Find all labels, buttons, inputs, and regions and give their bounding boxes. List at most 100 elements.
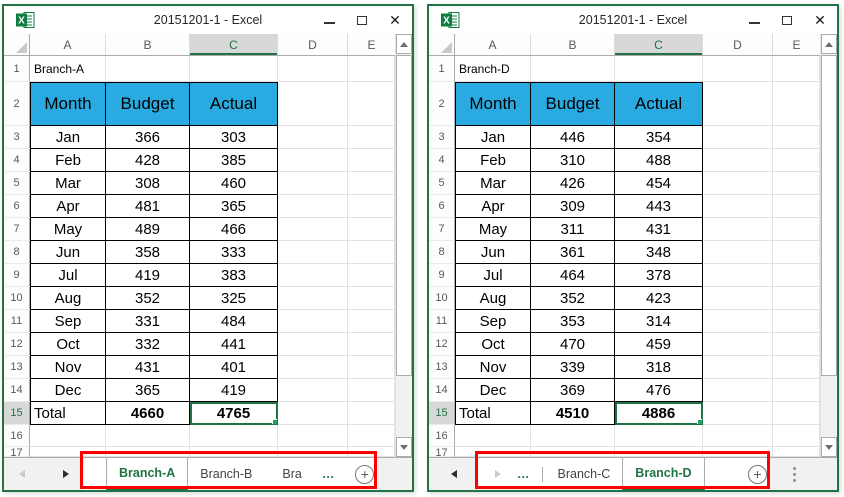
cell-actual[interactable]: 318 [615,356,703,379]
cell-actual[interactable]: 443 [615,195,703,218]
cell-empty[interactable] [531,425,615,447]
row-header[interactable]: 17 [4,447,30,457]
cell-month[interactable]: Dec [30,379,106,402]
cell-budget[interactable]: 331 [106,310,190,333]
cell-empty[interactable] [348,333,395,356]
table-header-cell[interactable]: Budget [106,82,190,126]
cell-budget[interactable]: 470 [531,333,615,356]
cell-empty[interactable] [703,425,773,447]
cell-empty[interactable] [615,447,703,457]
cell-month[interactable]: Dec [455,379,531,402]
cell-month[interactable]: Mar [455,172,531,195]
cell-actual[interactable]: 488 [615,149,703,172]
column-header-a[interactable]: A [30,34,106,55]
cell-empty[interactable] [348,447,395,457]
vertical-scrollbar[interactable] [395,34,412,457]
cell-empty[interactable] [703,126,773,149]
table-header-cell[interactable]: Actual [615,82,703,126]
cell-empty[interactable] [348,287,395,310]
table-header-cell[interactable]: Budget [531,82,615,126]
cell-actual[interactable]: 333 [190,241,278,264]
cell-empty[interactable] [703,287,773,310]
cell-empty[interactable] [703,172,773,195]
row-header[interactable]: 3 [429,126,455,149]
cell-budget[interactable]: 481 [106,195,190,218]
cell-actual[interactable]: 378 [615,264,703,287]
cell-actual[interactable]: 431 [615,218,703,241]
cell-empty[interactable] [703,218,773,241]
row-header[interactable]: 4 [429,149,455,172]
cell-actual[interactable]: 459 [615,333,703,356]
row-header[interactable]: 17 [429,447,455,457]
cell-empty[interactable] [773,241,820,264]
cell-empty[interactable] [773,356,820,379]
cell-empty[interactable] [773,195,820,218]
cell-budget[interactable]: 366 [106,126,190,149]
column-header-b[interactable]: B [531,34,615,55]
cell-empty[interactable] [278,172,348,195]
cell-empty[interactable] [190,425,278,447]
cell-empty[interactable] [703,356,773,379]
cell-empty[interactable] [348,172,395,195]
scrollbar-thumb[interactable] [396,55,412,377]
cell-month[interactable]: Jun [30,241,106,264]
add-sheet-button[interactable]: + [748,464,767,484]
row-header[interactable]: 4 [4,149,30,172]
cell-a1-label[interactable]: Branch-D [455,56,531,82]
cell-actual[interactable]: 419 [190,379,278,402]
column-header-d[interactable]: D [703,34,773,55]
cell-empty[interactable] [703,241,773,264]
cell-budget[interactable]: 431 [106,356,190,379]
cell-empty[interactable] [348,241,395,264]
cell-month[interactable]: Nov [455,356,531,379]
cell-empty[interactable] [348,379,395,402]
cell-empty[interactable] [703,379,773,402]
cell-month[interactable]: Jan [455,126,531,149]
cell-empty[interactable] [773,82,820,126]
cell-empty[interactable] [278,447,348,457]
cell-total-budget[interactable]: 4660 [106,402,190,425]
cell-empty[interactable] [106,425,190,447]
cell-month[interactable]: Jul [455,264,531,287]
scroll-up-button[interactable] [821,34,837,54]
cell-actual[interactable]: 365 [190,195,278,218]
cell-empty[interactable] [278,264,348,287]
cell-month[interactable]: Feb [455,149,531,172]
row-header[interactable]: 3 [4,126,30,149]
row-header[interactable]: 11 [4,310,30,333]
cell-budget[interactable]: 332 [106,333,190,356]
row-header[interactable]: 5 [429,172,455,195]
cell-actual[interactable]: 476 [615,379,703,402]
column-header-e[interactable]: E [792,37,801,52]
cell-budget[interactable]: 339 [531,356,615,379]
cell-empty[interactable] [455,447,531,457]
cell-empty[interactable] [773,149,820,172]
scrollbar-thumb[interactable] [821,55,837,377]
row-header[interactable]: 6 [429,195,455,218]
scroll-down-button[interactable] [821,437,837,457]
cell-budget[interactable]: 311 [531,218,615,241]
cell-empty[interactable] [278,241,348,264]
vertical-scrollbar[interactable] [820,34,837,457]
cell-month[interactable]: Mar [30,172,106,195]
cell-a1-label[interactable]: Branch-A [30,56,106,82]
cell-empty[interactable] [190,56,278,82]
sheet-tab[interactable]: Bra [282,467,302,481]
row-header[interactable]: 7 [4,218,30,241]
column-header-c-selected[interactable]: C [615,34,703,55]
sheet-tab[interactable]: Branch-C [557,467,611,481]
cell-actual[interactable]: 314 [615,310,703,333]
cell-empty[interactable] [773,425,820,447]
cell-empty[interactable] [703,264,773,287]
cell-empty[interactable] [278,402,348,425]
row-header[interactable]: 16 [4,425,30,447]
cell-budget[interactable]: 369 [531,379,615,402]
cell-actual[interactable]: 325 [190,287,278,310]
cell-empty[interactable] [773,264,820,287]
cell-empty[interactable] [455,425,531,447]
select-all-corner[interactable] [429,34,455,55]
cell-budget[interactable]: 464 [531,264,615,287]
cell-empty[interactable] [773,172,820,195]
cell-budget[interactable]: 352 [531,287,615,310]
cell-empty[interactable] [531,56,615,82]
